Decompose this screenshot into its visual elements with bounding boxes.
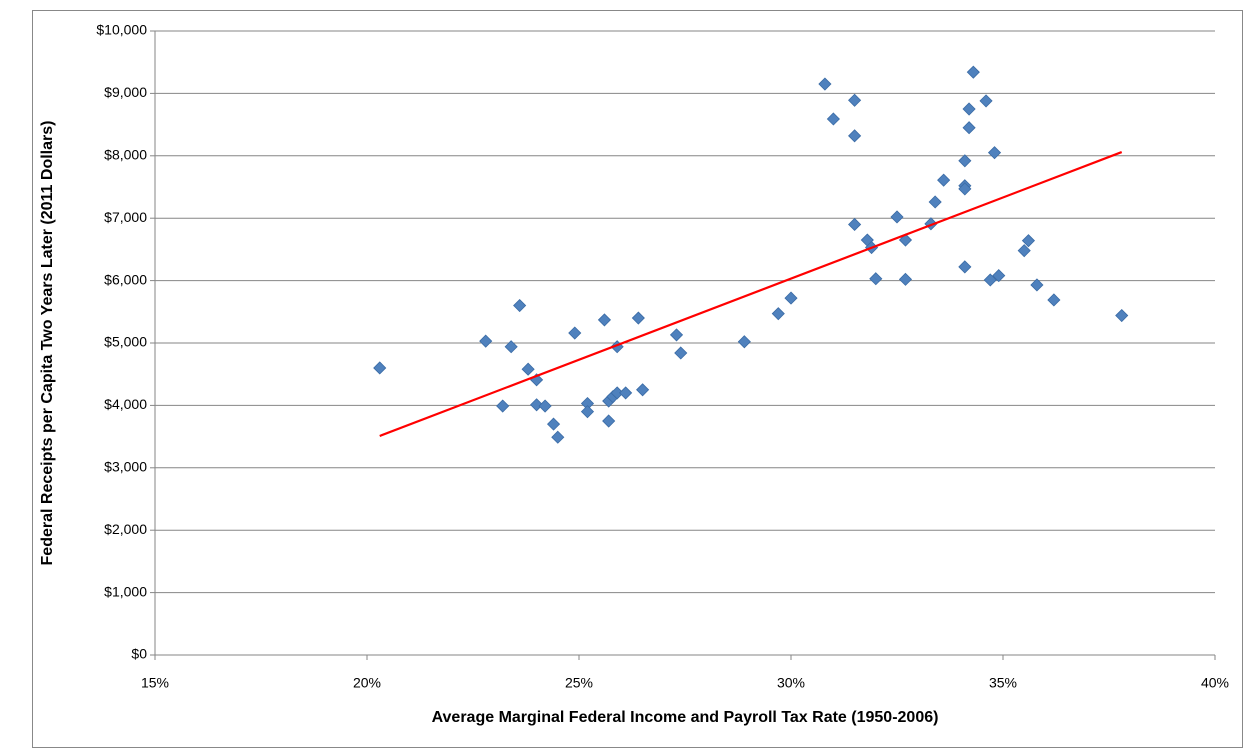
marker — [530, 398, 544, 412]
marker — [737, 335, 751, 349]
y-tick-label: $0 — [131, 646, 147, 662]
y-tick-label: $8,000 — [104, 147, 147, 163]
marker — [597, 313, 612, 327]
marker — [504, 340, 518, 354]
y-tick-label: $9,000 — [104, 84, 147, 100]
marker — [962, 102, 976, 116]
chart-border — [32, 10, 1243, 748]
marker — [966, 65, 980, 79]
marker — [848, 93, 862, 107]
y-tick-label: $2,000 — [104, 521, 147, 537]
x-tick-label: 35% — [989, 675, 1017, 691]
marker — [1047, 293, 1061, 307]
marker — [1115, 308, 1129, 323]
marker — [958, 260, 972, 274]
x-tick-label: 25% — [565, 675, 593, 691]
marker — [674, 346, 688, 360]
marker — [784, 291, 798, 305]
marker — [546, 417, 561, 431]
marker — [1021, 234, 1036, 248]
marker — [962, 121, 976, 135]
trendline — [379, 151, 1123, 438]
marker — [983, 273, 997, 287]
marker — [602, 414, 616, 428]
y-tick-label: $3,000 — [104, 459, 147, 475]
marker — [979, 94, 993, 108]
marker — [1017, 244, 1031, 258]
marker — [848, 129, 862, 143]
marker — [992, 269, 1006, 283]
marker — [669, 328, 684, 342]
y-tick-label: $4,000 — [104, 396, 147, 412]
marker — [538, 399, 552, 413]
marker — [869, 272, 883, 286]
marker — [848, 217, 862, 232]
marker — [771, 307, 785, 321]
marker — [958, 182, 972, 196]
marker — [958, 154, 972, 168]
marker — [890, 210, 904, 224]
marker — [631, 311, 645, 325]
marker — [928, 195, 942, 209]
marker — [521, 362, 535, 376]
marker — [619, 386, 633, 400]
x-tick-label: 30% — [777, 675, 805, 691]
marker — [580, 405, 595, 419]
marker — [937, 173, 951, 187]
x-tick-label: 20% — [353, 675, 381, 691]
y-tick-label: $6,000 — [104, 271, 147, 287]
marker — [636, 383, 650, 397]
marker — [551, 430, 565, 444]
marker — [898, 272, 913, 286]
marker — [479, 334, 493, 348]
marker — [373, 361, 387, 375]
y-tick-label: $10,000 — [96, 22, 147, 38]
y-axis-title: Federal Receipts per Capita Two Years La… — [39, 121, 56, 566]
marker — [568, 326, 582, 340]
x-axis-title: Average Marginal Federal Income and Payr… — [432, 709, 939, 726]
y-tick-label: $5,000 — [104, 334, 147, 350]
marker — [826, 112, 840, 126]
x-tick-label: 15% — [141, 675, 169, 691]
marker — [1030, 278, 1044, 292]
y-tick-label: $1,000 — [104, 583, 147, 599]
y-tick-label: $7,000 — [104, 209, 147, 225]
marker — [496, 399, 510, 413]
marker — [513, 298, 527, 313]
marker — [818, 77, 832, 91]
x-tick-label: 40% — [1201, 675, 1229, 691]
marker — [987, 146, 1002, 160]
